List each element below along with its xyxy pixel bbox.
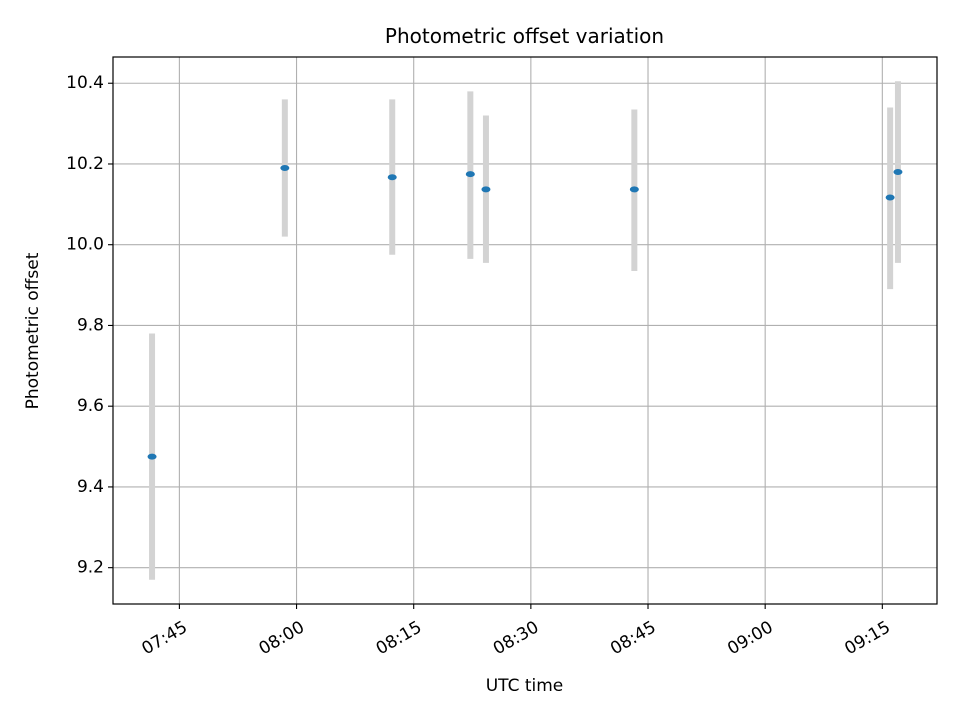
x-axis-label: UTC time [486,676,564,696]
x-tick-label: 07:45 [138,617,190,659]
x-tick-label: 08:30 [490,617,542,659]
data-point [885,194,895,201]
y-tick-label: 9.6 [77,396,104,416]
errorbar-layer [149,81,901,580]
data-point [147,453,157,460]
y-axis-ticks: 9.2 9.4 9.6 9.8 10.0 10.2 10.4 [66,73,113,578]
y-axis-label: Photometric offset [23,252,43,409]
data-point [280,165,290,172]
grid-layer [113,57,937,604]
data-point [893,169,903,176]
x-tick-label: 09:15 [841,617,893,659]
y-tick-label: 9.8 [77,315,104,335]
data-point [629,186,639,193]
x-tick-label: 08:45 [607,617,659,659]
point-layer [147,165,903,460]
y-tick-label: 10.4 [66,73,104,93]
data-point [387,174,397,181]
y-tick-label: 9.4 [77,477,104,497]
x-axis-ticks: 07:45 08:00 08:15 08:30 08:45 09:00 09:15 [138,604,894,659]
x-tick-label: 09:00 [724,617,776,659]
x-tick-label: 08:15 [373,617,425,659]
y-tick-label: 10.2 [66,154,104,174]
y-tick-label: 10.0 [66,235,104,255]
plot-frame [112,56,938,605]
data-point [481,186,491,193]
x-tick-label: 08:00 [256,617,308,659]
data-point [465,171,475,178]
y-tick-label: 9.2 [77,558,104,578]
chart-title: Photometric offset variation [385,24,664,48]
